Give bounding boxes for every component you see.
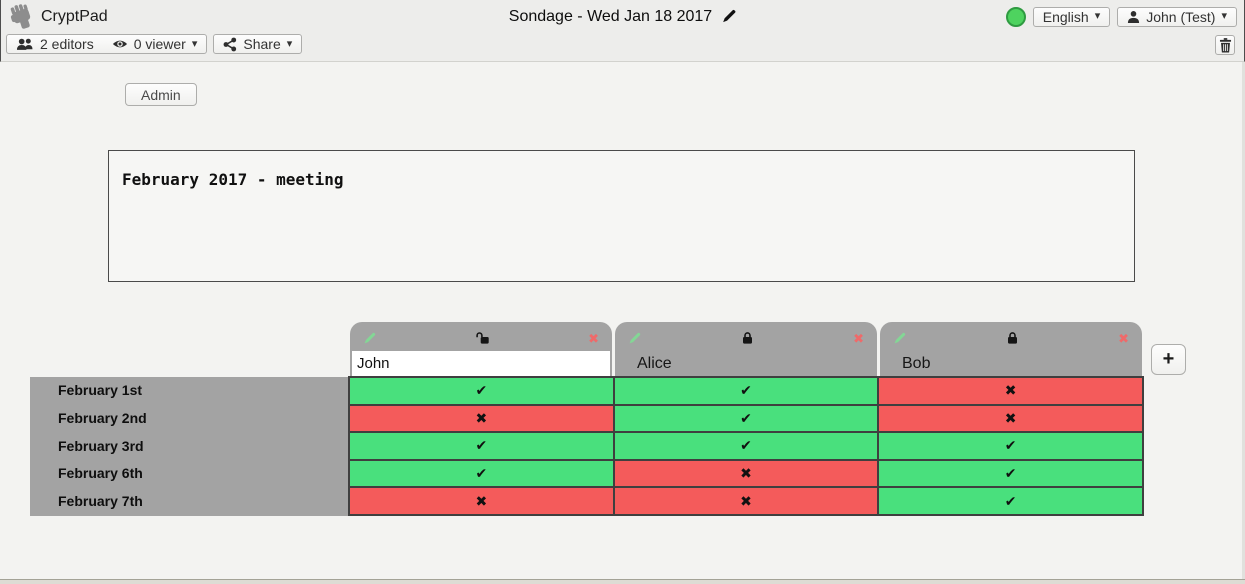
vote-cell-john-row3[interactable]: ✔ (350, 433, 613, 459)
scrollbar-track[interactable] (1242, 62, 1245, 580)
delete-document-button[interactable] (1215, 35, 1235, 55)
vote-cell-alice-row2[interactable]: ✔ (614, 405, 878, 432)
add-column-button[interactable]: + (1151, 344, 1186, 375)
lock-icon[interactable] (1006, 331, 1019, 345)
eye-icon (112, 38, 128, 50)
column-name-label: Alice (637, 355, 672, 372)
language-dropdown[interactable]: English ▾ (1032, 6, 1111, 27)
connection-status-dot (1005, 6, 1026, 27)
language-label: English (1042, 8, 1089, 25)
cryptpad-fist-logo-icon (9, 3, 34, 30)
user-menu-dropdown[interactable]: John (Test) ▾ (1117, 6, 1237, 27)
vote-cell-alice-row3[interactable]: ✔ (614, 433, 878, 459)
vote-cell-bob-row1[interactable]: ✖ (879, 378, 1142, 404)
column-name-input[interactable] (352, 351, 610, 376)
edit-column-pencil-icon[interactable] (363, 332, 376, 345)
vote-cell-john-row1[interactable]: ✔ (350, 378, 613, 404)
edit-title-pencil-icon[interactable] (721, 9, 736, 24)
poll-row-label: February 6th (58, 465, 143, 482)
remove-column-icon[interactable]: ✖ (853, 330, 864, 346)
admin-button[interactable]: Admin (125, 83, 197, 106)
poll-description-textarea[interactable]: February 2017 - meeting (108, 150, 1135, 282)
poll-row-labels: February 1st February 2nd February 3rd Febr… (30, 377, 348, 516)
chevron-down-icon: ▾ (286, 37, 293, 50)
document-title: Sondage - Wed Jan 18 2017 (508, 7, 713, 25)
users-icon (16, 37, 34, 51)
document-title-area: Sondage - Wed Jan 18 2017 (509, 8, 736, 26)
edit-column-pencil-icon[interactable] (893, 332, 906, 345)
viewers-count-label: 0 viewer (133, 36, 186, 52)
vote-cell-bob-row4[interactable]: ✔ (879, 460, 1142, 487)
toolbar-chrome: CryptPad Sondage - Wed Jan 18 2017 Engli… (0, 0, 1245, 62)
poll-row-label: February 3rd (58, 437, 144, 454)
remove-column-icon[interactable]: ✖ (588, 330, 599, 346)
lock-icon[interactable] (741, 331, 754, 345)
chevron-down-icon: ▾ (1221, 10, 1227, 22)
poll-row-label: February 1st (58, 382, 143, 398)
chevron-down-icon: ▾ (1094, 10, 1101, 22)
user-icon (1127, 10, 1140, 24)
share-dropdown[interactable]: Share ▾ (213, 34, 303, 54)
share-icon (223, 37, 237, 52)
poll-column-header-john: ✖ (350, 322, 612, 376)
vote-cell-alice-row4[interactable]: ✖ (614, 460, 878, 487)
user-name-label: John (Test) (1146, 8, 1216, 25)
vote-cell-alice-row1[interactable]: ✔ (614, 378, 878, 404)
vote-cell-bob-row2[interactable]: ✖ (879, 405, 1142, 432)
vote-cell-alice-row5[interactable]: ✖ (614, 488, 878, 514)
poll-column-header-alice: ✖ Alice (615, 322, 877, 376)
editors-viewers-dropdown[interactable]: 2 editors 0 viewer ▾ (6, 34, 208, 54)
poll-row-label: February 2nd (58, 409, 147, 426)
remove-column-icon[interactable]: ✖ (1118, 330, 1129, 346)
column-header-icons: ✖ (350, 322, 612, 347)
vote-cell-john-row2[interactable]: ✖ (350, 405, 613, 432)
chevron-down-icon: ▾ (191, 37, 198, 50)
unlock-icon[interactable] (475, 331, 490, 345)
top-bar: CryptPad Sondage - Wed Jan 18 2017 Engli… (1, 0, 1244, 33)
share-label: Share (243, 36, 281, 52)
poll-row-label: February 7th (58, 493, 143, 510)
top-right-controls: English ▾ John (Test) ▾ (1005, 6, 1244, 27)
column-header-icons: ✖ (615, 322, 877, 347)
app-name: CryptPad (41, 7, 108, 25)
editors-count-label: 2 editors (40, 36, 94, 52)
poll-votes-grid: ✔ ✔ ✖ ✖ ✔ ✖ ✔ ✔ ✔ ✔ ✖ ✔ ✖ ✖ ✔ (348, 376, 1144, 516)
poll-column-header-bob: ✖ Bob (880, 322, 1142, 376)
vote-cell-bob-row3[interactable]: ✔ (879, 433, 1142, 459)
column-header-icons: ✖ (880, 322, 1142, 347)
document-toolbar: 2 editors 0 viewer ▾ Share ▾ (1, 33, 1244, 61)
column-name-label: Bob (902, 355, 931, 372)
trash-icon (1219, 37, 1232, 53)
edit-column-pencil-icon[interactable] (628, 332, 641, 345)
vote-cell-john-row4[interactable]: ✔ (350, 460, 613, 487)
vote-cell-john-row5[interactable]: ✖ (350, 488, 613, 514)
window-bottom-edge (0, 579, 1245, 584)
vote-cell-bob-row5[interactable]: ✔ (879, 488, 1142, 514)
